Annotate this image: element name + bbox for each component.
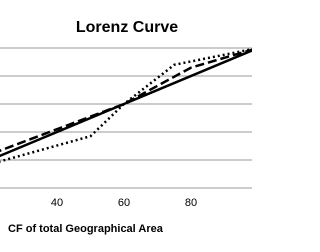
x-tick-label: 40 bbox=[51, 197, 63, 209]
background bbox=[0, 0, 252, 252]
line-series bbox=[0, 49, 252, 158]
x-axis-label: CF of total Geographical Area bbox=[8, 223, 164, 235]
lines bbox=[0, 47, 252, 163]
chart-title: Lorenz Curve bbox=[76, 19, 178, 36]
x-tick-label: 80 bbox=[185, 197, 197, 209]
grid bbox=[0, 47, 252, 189]
x-tick-label: 60 bbox=[118, 197, 130, 209]
line-series bbox=[0, 48, 252, 152]
chart: Lorenz Curve CF of total Geographical Ar… bbox=[0, 0, 252, 252]
